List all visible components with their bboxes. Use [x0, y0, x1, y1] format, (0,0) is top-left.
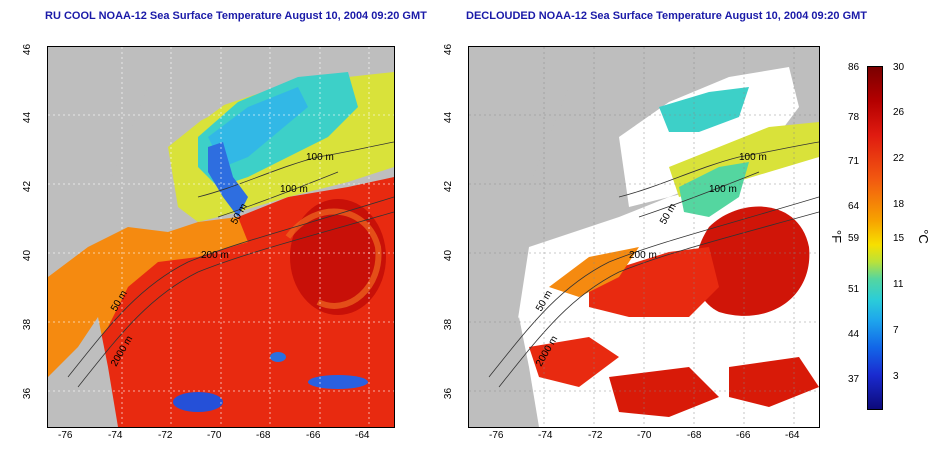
y-tick-label: 38: [22, 318, 34, 331]
celsius-tick: 26: [893, 107, 905, 118]
fahrenheit-tick: 51: [848, 284, 860, 295]
fahrenheit-tick: 78: [848, 112, 860, 123]
y-tick-label: 40: [443, 249, 455, 262]
fahrenheit-tick: 44: [848, 329, 860, 340]
y-tick-label: 36: [443, 387, 455, 400]
celsius-tick: 7: [893, 325, 899, 336]
celsius-tick: 11: [893, 279, 904, 290]
x-tick-label: -76: [489, 430, 504, 441]
contour-label: 100 m: [280, 184, 308, 195]
raw-sst-map: 100 m 100 m 50 m 200 m 50 m 2000 m: [47, 46, 395, 428]
contour-label: 100 m: [306, 152, 334, 163]
celsius-unit-label: °C: [915, 229, 931, 244]
fahrenheit-tick: 59: [848, 233, 860, 244]
fahrenheit-tick: 71: [848, 156, 860, 167]
y-tick-label: 38: [443, 318, 455, 331]
fahrenheit-tick: 37: [848, 374, 860, 385]
x-tick-label: -76: [58, 430, 73, 441]
x-tick-label: -70: [637, 430, 652, 441]
celsius-tick: 18: [893, 199, 905, 210]
x-tick-label: -74: [538, 430, 553, 441]
left-map-title: RU COOL NOAA-12 Sea Surface Temperature …: [45, 10, 427, 22]
x-tick-label: -70: [207, 430, 222, 441]
y-tick-label: 44: [443, 111, 455, 124]
temperature-colorbar: [867, 66, 883, 410]
x-tick-label: -74: [108, 430, 123, 441]
contour-label: 200 m: [629, 250, 657, 261]
celsius-tick: 15: [893, 233, 905, 244]
x-tick-label: -68: [256, 430, 271, 441]
contour-label: 200 m: [201, 250, 229, 261]
x-tick-label: -66: [306, 430, 321, 441]
fahrenheit-tick: 64: [848, 201, 860, 212]
y-tick-label: 44: [22, 111, 34, 124]
right-map-title: DECLOUDED NOAA-12 Sea Surface Temperatur…: [466, 10, 868, 22]
fahrenheit-tick: 86: [848, 62, 860, 73]
y-tick-label: 46: [22, 43, 34, 56]
celsius-tick: 30: [893, 62, 905, 73]
contour-label: 100 m: [709, 184, 737, 195]
fahrenheit-unit-label: °F: [829, 229, 845, 244]
declouded-sst-map: 100 m 100 m 50 m 200 m 50 m 2000 m: [468, 46, 820, 428]
celsius-tick: 22: [893, 153, 905, 164]
y-tick-label: 42: [443, 180, 455, 193]
y-tick-label: 46: [443, 43, 455, 56]
celsius-tick: 3: [893, 371, 899, 382]
x-tick-label: -66: [736, 430, 751, 441]
contour-label: 100 m: [739, 152, 767, 163]
y-tick-label: 40: [22, 249, 34, 262]
x-tick-label: -68: [687, 430, 702, 441]
y-tick-label: 36: [22, 387, 34, 400]
x-tick-label: -64: [355, 430, 370, 441]
x-tick-label: -72: [588, 430, 603, 441]
x-tick-label: -64: [785, 430, 800, 441]
y-tick-label: 42: [22, 180, 34, 193]
x-tick-label: -72: [158, 430, 173, 441]
